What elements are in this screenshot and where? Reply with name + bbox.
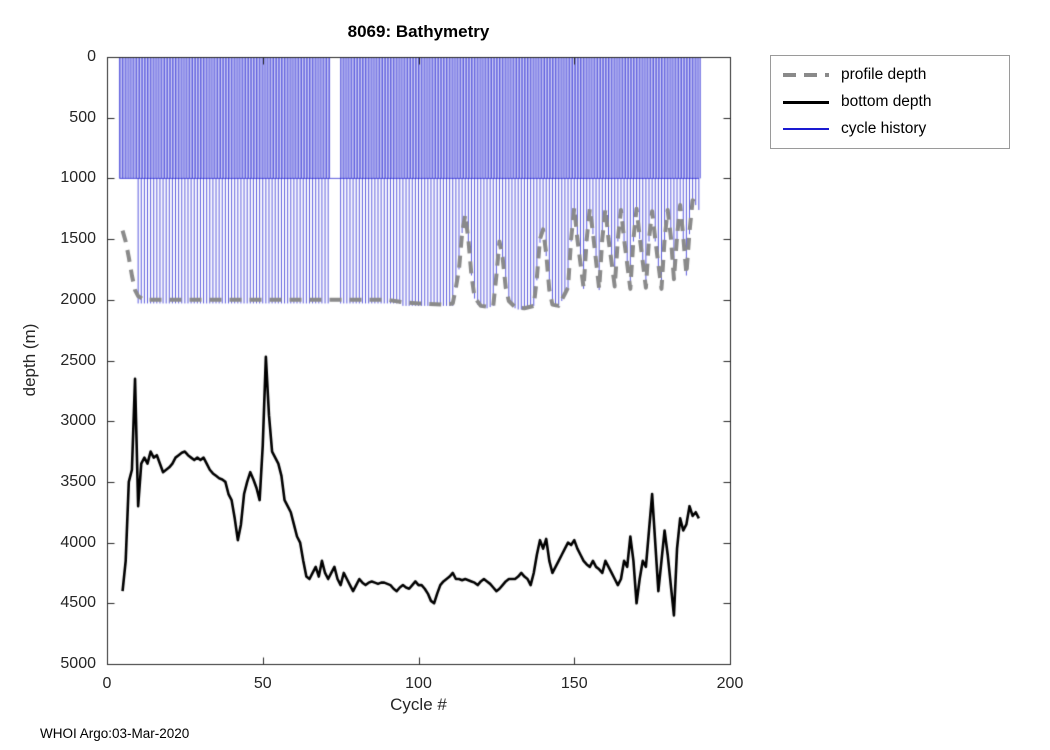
legend-label-cycle-history: cycle history	[841, 120, 927, 137]
y-axis-label: depth (m)	[20, 323, 39, 397]
y-tick-label: 500	[69, 108, 96, 126]
legend-item-profile-depth: profile depth	[783, 66, 997, 84]
x-tick-label: 150	[560, 675, 588, 692]
y-tick-label: 3500	[60, 472, 96, 490]
x-tick-label: 200	[716, 675, 744, 692]
y-tick-label: 4000	[60, 533, 96, 551]
profile-depth-line-sample	[783, 73, 829, 77]
y-tick-label: 2500	[60, 351, 96, 369]
y-tick-label: 1500	[60, 230, 96, 248]
legend: profile depth bottom depth cycle history	[770, 55, 1010, 149]
legend-item-bottom-depth: bottom depth	[783, 93, 997, 111]
bottom-depth-line-sample	[783, 100, 829, 104]
y-tick-label: 2000	[60, 290, 96, 308]
y-tick-label: 0	[87, 48, 96, 65]
y-tick-label: 4500	[60, 594, 96, 612]
x-tick-label: 100	[405, 675, 432, 692]
cycle-history-line-sample	[783, 128, 829, 130]
y-tick-label: 3000	[60, 412, 96, 430]
y-tick-label: 5000	[60, 655, 96, 672]
legend-item-cycle-history: cycle history	[783, 120, 997, 138]
y-tick-label: 1000	[60, 169, 96, 187]
legend-label-profile-depth: profile depth	[841, 66, 927, 83]
x-tick-label: 0	[102, 675, 112, 692]
chart-title: 8069: Bathymetry	[347, 22, 490, 41]
footer-text: WHOI Argo:03-Mar-2020	[40, 726, 190, 741]
x-axis-label: Cycle #	[390, 695, 447, 714]
x-tick-label: 50	[253, 675, 272, 692]
legend-label-bottom-depth: bottom depth	[841, 93, 932, 110]
